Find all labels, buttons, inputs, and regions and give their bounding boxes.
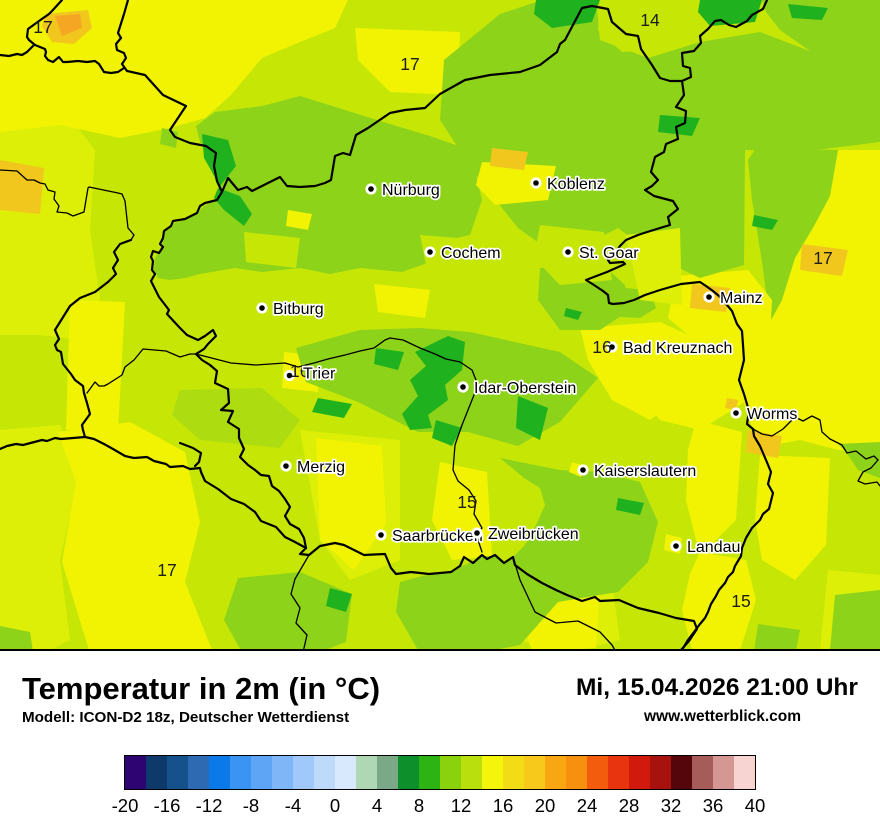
svg-text:17: 17	[400, 54, 419, 74]
svg-text:Saarbrücken: Saarbrücken	[392, 528, 483, 545]
svg-text:Koblenz: Koblenz	[547, 176, 605, 193]
svg-text:36: 36	[703, 795, 724, 816]
svg-text:32: 32	[661, 795, 682, 816]
svg-text:28: 28	[619, 795, 640, 816]
svg-text:St. Goar: St. Goar	[579, 245, 639, 262]
svg-text:16: 16	[493, 795, 514, 816]
svg-text:40: 40	[745, 795, 766, 816]
svg-text:24: 24	[577, 795, 598, 816]
svg-text:Mainz: Mainz	[720, 290, 763, 307]
svg-text:17: 17	[33, 17, 52, 37]
svg-text:Kaiserslautern: Kaiserslautern	[594, 463, 696, 480]
svg-text:Saarbrücken: Saarbrücken	[392, 528, 483, 545]
svg-text:-16: -16	[154, 795, 181, 816]
svg-text:20: 20	[535, 795, 556, 816]
svg-text:-12: -12	[196, 795, 223, 816]
svg-text:Merzig: Merzig	[297, 459, 345, 476]
svg-text:15: 15	[731, 591, 750, 611]
svg-text:Bad Kreuznach: Bad Kreuznach	[623, 340, 732, 357]
svg-text:8: 8	[414, 795, 424, 816]
svg-text:Nürburg: Nürburg	[382, 182, 440, 199]
svg-text:Cochem: Cochem	[441, 245, 501, 262]
svg-text:Bitburg: Bitburg	[273, 301, 324, 318]
svg-text:14: 14	[640, 10, 660, 30]
svg-text:Nürburg: Nürburg	[382, 182, 440, 199]
svg-text:4: 4	[372, 795, 382, 816]
svg-text:Zweibrücken: Zweibrücken	[488, 526, 579, 543]
svg-text:16: 16	[290, 361, 309, 381]
svg-text:Idar-Oberstein: Idar-Oberstein	[474, 380, 576, 397]
svg-text:Idar-Oberstein: Idar-Oberstein	[474, 380, 576, 397]
svg-text:-20: -20	[112, 795, 139, 816]
svg-text:Worms: Worms	[747, 406, 797, 423]
svg-text:Mainz: Mainz	[720, 290, 763, 307]
svg-text:Trier: Trier	[303, 366, 336, 383]
svg-text:Kaiserslautern: Kaiserslautern	[594, 463, 696, 480]
svg-text:12: 12	[451, 795, 472, 816]
svg-text:Landau: Landau	[687, 539, 740, 556]
svg-text:17: 17	[813, 248, 832, 268]
svg-text:Bad Kreuznach: Bad Kreuznach	[623, 340, 732, 357]
svg-text:15: 15	[457, 492, 476, 512]
svg-text:Worms: Worms	[747, 406, 797, 423]
svg-text:Landau: Landau	[687, 539, 740, 556]
svg-text:St. Goar: St. Goar	[579, 245, 639, 262]
svg-text:Bitburg: Bitburg	[273, 301, 324, 318]
svg-text:Cochem: Cochem	[441, 245, 501, 262]
svg-text:17: 17	[157, 560, 176, 580]
svg-text:0: 0	[330, 795, 340, 816]
svg-text:Koblenz: Koblenz	[547, 176, 605, 193]
svg-text:-8: -8	[243, 795, 259, 816]
svg-text:16: 16	[592, 337, 611, 357]
svg-text:-4: -4	[285, 795, 301, 816]
svg-text:Zweibrücken: Zweibrücken	[488, 526, 579, 543]
svg-text:Trier: Trier	[303, 366, 336, 383]
svg-text:Merzig: Merzig	[297, 459, 345, 476]
